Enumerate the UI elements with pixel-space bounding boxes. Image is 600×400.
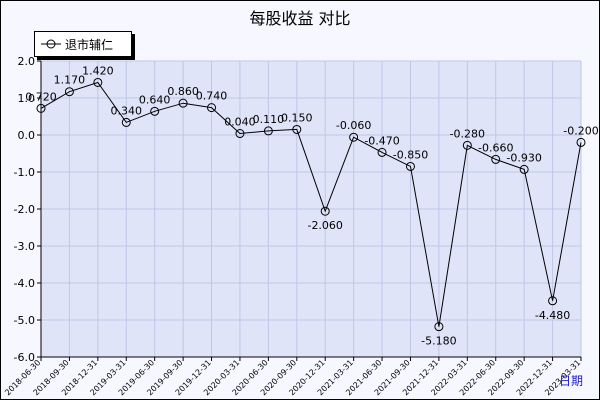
data-label: -2.060 [307,219,342,232]
data-label: 0.340 [111,104,143,117]
data-label: 1.170 [54,74,86,87]
data-point [576,137,586,147]
x-axis-label: 日期 [559,374,583,388]
legend-marker-icon [41,39,61,49]
data-point [434,322,444,332]
data-point [235,129,245,139]
y-tick-label: -6.0 [14,351,35,364]
data-point [150,106,160,116]
data-label: 0.110 [253,113,285,126]
data-point [519,164,529,174]
data-label: -0.280 [450,127,485,140]
data-label: -5.180 [421,335,456,348]
data-label: -4.480 [535,309,570,322]
legend-label: 退市辅仁 [65,38,114,52]
data-point [462,140,472,150]
data-point [377,147,387,157]
data-label: -0.200 [563,124,598,137]
data-label: 0.640 [139,93,171,106]
data-label: -0.060 [336,119,371,132]
data-label: 1.420 [82,64,114,77]
data-point [121,117,131,127]
data-point [548,296,558,306]
data-label: 0.040 [224,116,256,129]
data-label: 0.860 [167,85,199,98]
data-point [178,98,188,108]
data-label: 0.740 [196,90,228,103]
data-point [36,103,46,113]
y-tick-label: 2.0 [18,55,36,68]
y-tick-label: -1.0 [14,166,35,179]
data-label: 0.720 [25,90,57,103]
data-point [405,161,415,171]
data-point [349,132,359,142]
data-label: 0.150 [281,111,313,124]
y-tick-label: 0.0 [18,129,36,142]
series-line [40,81,582,327]
y-tick-label: -2.0 [14,203,35,216]
data-label: -0.850 [393,148,428,161]
data-point [93,77,103,87]
y-tick-label: -3.0 [14,240,35,253]
data-label: -0.660 [478,141,513,154]
legend: 退市辅仁 [34,31,132,57]
y-tick-label: -5.0 [14,314,35,327]
chart-title: 每股收益 对比 [249,9,351,28]
y-tick-label: -4.0 [14,277,35,290]
data-label: -0.930 [506,151,541,164]
data-point [292,124,302,134]
data-label: -0.470 [364,134,399,147]
y-tick-label: 1.0 [18,92,36,105]
data-point [207,103,217,113]
data-point [263,126,273,136]
data-point [64,87,74,97]
data-point [320,206,330,216]
data-point [491,154,501,164]
